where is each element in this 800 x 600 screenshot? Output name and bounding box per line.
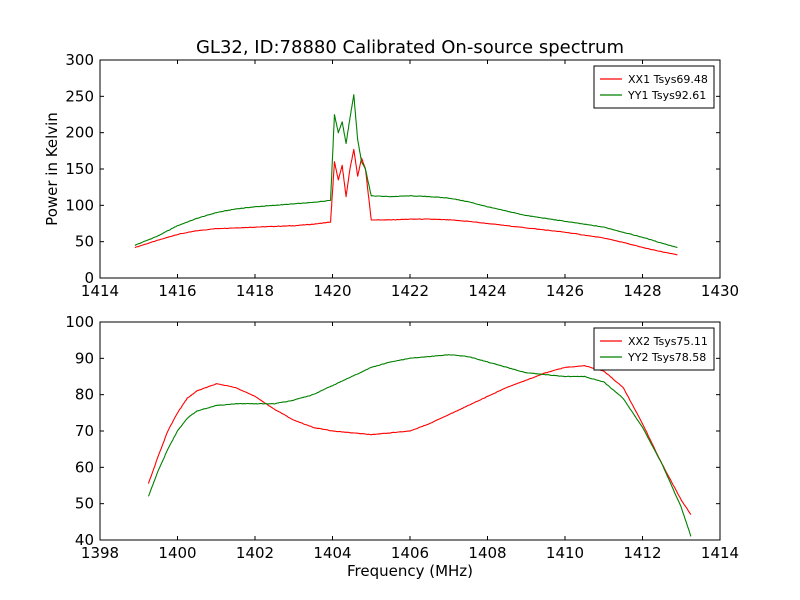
y-tick-label: 40 — [75, 531, 94, 549]
x-tick-label: 1398 — [81, 544, 119, 562]
y-tick-label: 100 — [65, 313, 94, 331]
x-tick-label: 1428 — [623, 282, 661, 300]
y-tick-label: 60 — [75, 458, 94, 476]
x-tick-label: 1416 — [158, 282, 196, 300]
y-tick-label: 70 — [75, 422, 94, 440]
x-tick-label: 1404 — [313, 544, 351, 562]
x-tick-label: 1418 — [236, 282, 274, 300]
series-line-1 — [134, 148, 678, 256]
y-tick-label: 0 — [84, 269, 94, 287]
x-tick-label: 1406 — [391, 544, 429, 562]
x-tick-label: 1424 — [468, 282, 506, 300]
chart-title: GL32, ID:78880 Calibrated On-source spec… — [196, 37, 624, 58]
legend-label-1: XX2 Tsys75.11 — [628, 335, 708, 348]
x-tick-label: 1402 — [236, 544, 274, 562]
y-tick-label: 80 — [75, 386, 94, 404]
y-tick-label: 50 — [75, 233, 94, 251]
legend-label-1: XX1 Tsys69.48 — [628, 73, 708, 86]
legend-label-2: YY2 Tsys78.58 — [627, 351, 706, 364]
series-line-2 — [147, 354, 692, 537]
y-tick-label: 150 — [65, 160, 94, 178]
x-tick-label: 1414 — [701, 544, 739, 562]
y-tick-label: 100 — [65, 196, 94, 214]
x-tick-label: 1410 — [546, 544, 584, 562]
y-tick-label: 50 — [75, 495, 94, 513]
x-tick-label: 1420 — [313, 282, 351, 300]
y-tick-label: 90 — [75, 349, 94, 367]
x-tick-label: 1414 — [81, 282, 119, 300]
legend-box — [593, 327, 715, 371]
x-tick-label: 1400 — [158, 544, 196, 562]
series-line-2 — [134, 94, 678, 249]
y-tick-label: 250 — [65, 87, 94, 105]
x-axis-label: Frequency (MHz) — [347, 562, 473, 580]
x-tick-label: 1430 — [701, 282, 739, 300]
y-axis-label: Power in Kelvin — [43, 112, 61, 226]
x-tick-label: 1426 — [546, 282, 584, 300]
y-tick-label: 300 — [65, 51, 94, 69]
x-tick-label: 1412 — [623, 544, 661, 562]
y-tick-label: 200 — [65, 124, 94, 142]
legend-label-2: YY1 Tsys92.61 — [627, 89, 706, 102]
bottom-panel: 1398 1400 1402 1404 1406 1408 1410 1412 1414 40 50… — [65, 313, 739, 580]
legend-box — [593, 65, 715, 109]
x-tick-label: 1408 — [468, 544, 506, 562]
x-tick-label: 1422 — [391, 282, 429, 300]
top-panel: 1414 1416 1418 1420 1422 1424 1426 1428 1430 0 50 1… — [43, 51, 739, 300]
